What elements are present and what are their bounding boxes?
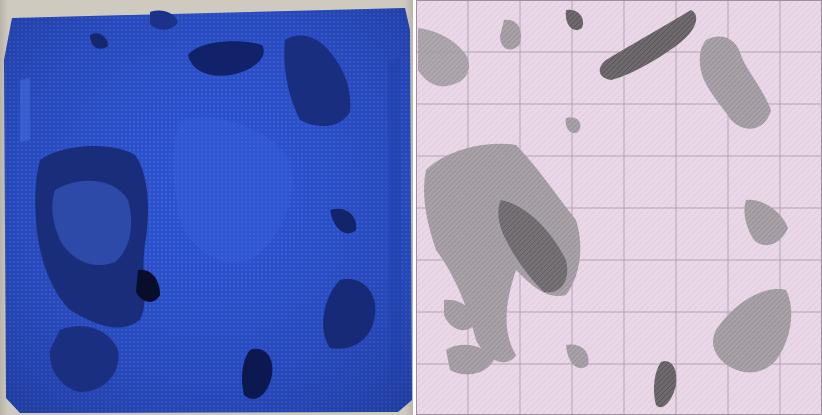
pore	[90, 33, 108, 49]
map-feature	[446, 344, 494, 375]
map-feature	[744, 199, 788, 246]
pore	[136, 269, 160, 302]
blue-block-illustration	[4, 8, 412, 413]
grid-map-illustration	[416, 0, 822, 415]
photo-panel-blue-block	[0, 0, 413, 415]
map-feature	[565, 9, 584, 30]
pore	[284, 35, 351, 127]
map-feature	[566, 344, 589, 369]
map-feature	[498, 200, 568, 293]
map-feature	[699, 36, 771, 129]
map-feature	[599, 10, 697, 80]
pore	[188, 41, 264, 76]
pore	[49, 326, 119, 392]
map-feature	[418, 28, 470, 87]
map-feature	[500, 19, 522, 50]
map-feature	[713, 289, 792, 373]
pore	[330, 208, 357, 234]
map-feature	[444, 299, 475, 331]
pore	[242, 348, 273, 399]
map-feature	[653, 361, 677, 408]
pore	[52, 180, 132, 266]
map-feature	[424, 143, 581, 363]
pore	[150, 10, 178, 30]
map-feature	[565, 117, 581, 134]
pore	[323, 279, 376, 349]
grid-map-panel	[416, 0, 822, 415]
